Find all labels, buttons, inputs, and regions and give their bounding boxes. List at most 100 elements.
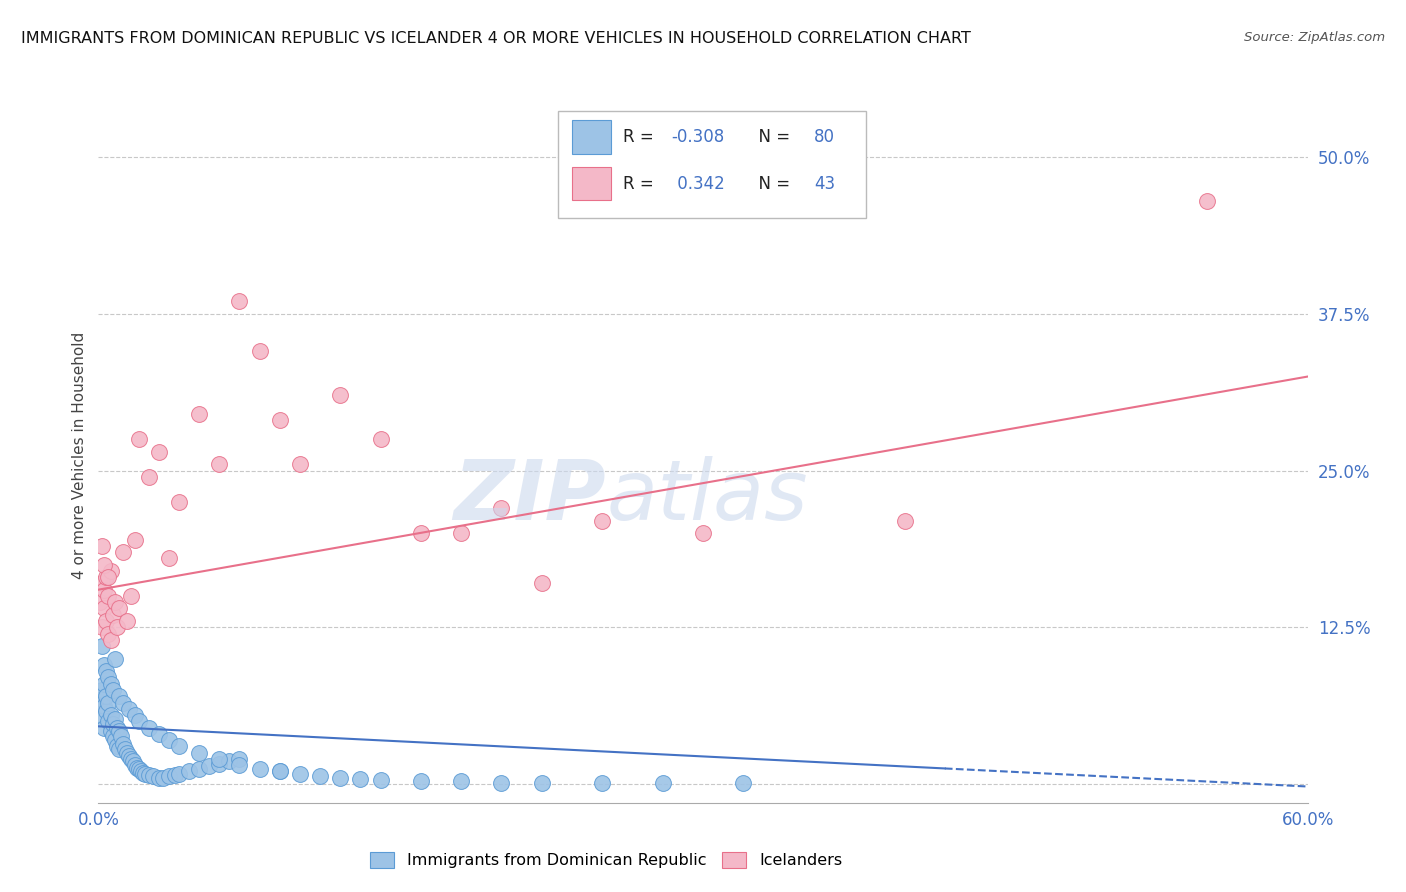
Point bbox=[148, 771, 170, 785]
Text: Source: ZipAtlas.com: Source: ZipAtlas.com bbox=[1244, 31, 1385, 45]
Point bbox=[91, 576, 114, 591]
Point bbox=[100, 676, 122, 690]
Point bbox=[103, 733, 125, 747]
Point bbox=[105, 721, 128, 735]
Point bbox=[100, 564, 122, 578]
Point bbox=[228, 294, 250, 309]
Point bbox=[269, 413, 291, 427]
Point bbox=[228, 752, 250, 766]
Point bbox=[91, 691, 114, 706]
Point bbox=[409, 526, 432, 541]
Point bbox=[228, 758, 250, 772]
Text: 80: 80 bbox=[814, 128, 835, 146]
Point bbox=[118, 702, 141, 716]
Point bbox=[208, 458, 231, 472]
Point bbox=[89, 708, 111, 723]
Point bbox=[124, 708, 146, 723]
Point bbox=[111, 737, 134, 751]
Point bbox=[188, 762, 211, 776]
Point bbox=[97, 714, 120, 729]
Point bbox=[269, 764, 291, 779]
Point bbox=[591, 776, 613, 790]
FancyBboxPatch shape bbox=[558, 111, 866, 219]
Point bbox=[107, 724, 129, 739]
Legend: Immigrants from Dominican Republic, Icelanders: Immigrants from Dominican Republic, Icel… bbox=[364, 846, 849, 875]
Point bbox=[103, 595, 125, 609]
Point bbox=[96, 664, 118, 678]
Point bbox=[115, 746, 138, 760]
Point bbox=[97, 570, 120, 584]
Point bbox=[103, 651, 125, 665]
Point bbox=[132, 765, 155, 780]
Point bbox=[349, 772, 371, 786]
Point bbox=[128, 714, 150, 729]
Point bbox=[450, 774, 472, 789]
Text: N =: N = bbox=[748, 128, 796, 146]
Point bbox=[93, 676, 115, 690]
Point bbox=[1195, 194, 1218, 208]
Point bbox=[93, 721, 115, 735]
Point bbox=[142, 769, 165, 783]
Point bbox=[101, 730, 124, 744]
Point bbox=[409, 774, 432, 789]
Point bbox=[163, 768, 186, 782]
Point bbox=[370, 773, 392, 788]
Point bbox=[167, 495, 190, 509]
Point bbox=[115, 614, 138, 628]
Point bbox=[110, 730, 132, 744]
Point bbox=[148, 444, 170, 458]
Y-axis label: 4 or more Vehicles in Household: 4 or more Vehicles in Household bbox=[72, 331, 87, 579]
Point bbox=[591, 514, 613, 528]
Point bbox=[450, 526, 472, 541]
Point bbox=[120, 589, 142, 603]
Point bbox=[530, 776, 553, 790]
Point bbox=[288, 767, 311, 781]
Point bbox=[138, 768, 160, 782]
Point bbox=[105, 739, 128, 754]
Point bbox=[152, 771, 174, 785]
Point bbox=[129, 764, 152, 779]
Point bbox=[107, 601, 129, 615]
Point bbox=[93, 582, 115, 597]
Point bbox=[107, 742, 129, 756]
Text: R =: R = bbox=[623, 175, 659, 193]
Point bbox=[124, 533, 146, 547]
Point bbox=[188, 746, 211, 760]
Point bbox=[138, 721, 160, 735]
Point bbox=[118, 749, 141, 764]
Point bbox=[96, 704, 118, 718]
Point bbox=[97, 626, 120, 640]
Point bbox=[157, 551, 180, 566]
Point bbox=[179, 764, 201, 779]
Point bbox=[134, 767, 156, 781]
Point bbox=[97, 696, 120, 710]
Text: 0.342: 0.342 bbox=[672, 175, 724, 193]
Point bbox=[167, 767, 190, 781]
Point bbox=[128, 432, 150, 446]
Text: 43: 43 bbox=[814, 175, 835, 193]
Point bbox=[249, 762, 271, 776]
Point bbox=[96, 690, 118, 704]
Point bbox=[157, 769, 180, 783]
Point bbox=[651, 776, 673, 790]
Point bbox=[208, 752, 231, 766]
Point bbox=[93, 657, 115, 672]
Point bbox=[100, 632, 122, 647]
Point bbox=[101, 716, 124, 731]
Text: R =: R = bbox=[623, 128, 659, 146]
Point bbox=[120, 752, 142, 766]
Point bbox=[91, 620, 114, 634]
Point bbox=[329, 771, 352, 785]
FancyBboxPatch shape bbox=[572, 120, 612, 153]
Text: N =: N = bbox=[748, 175, 796, 193]
Point bbox=[288, 458, 311, 472]
Point bbox=[167, 739, 190, 754]
Point bbox=[93, 601, 115, 615]
Point bbox=[218, 755, 240, 769]
Point bbox=[309, 769, 332, 783]
Point bbox=[157, 733, 180, 747]
Point bbox=[111, 696, 134, 710]
Point bbox=[93, 558, 115, 572]
Point bbox=[491, 501, 513, 516]
Point bbox=[100, 708, 122, 723]
